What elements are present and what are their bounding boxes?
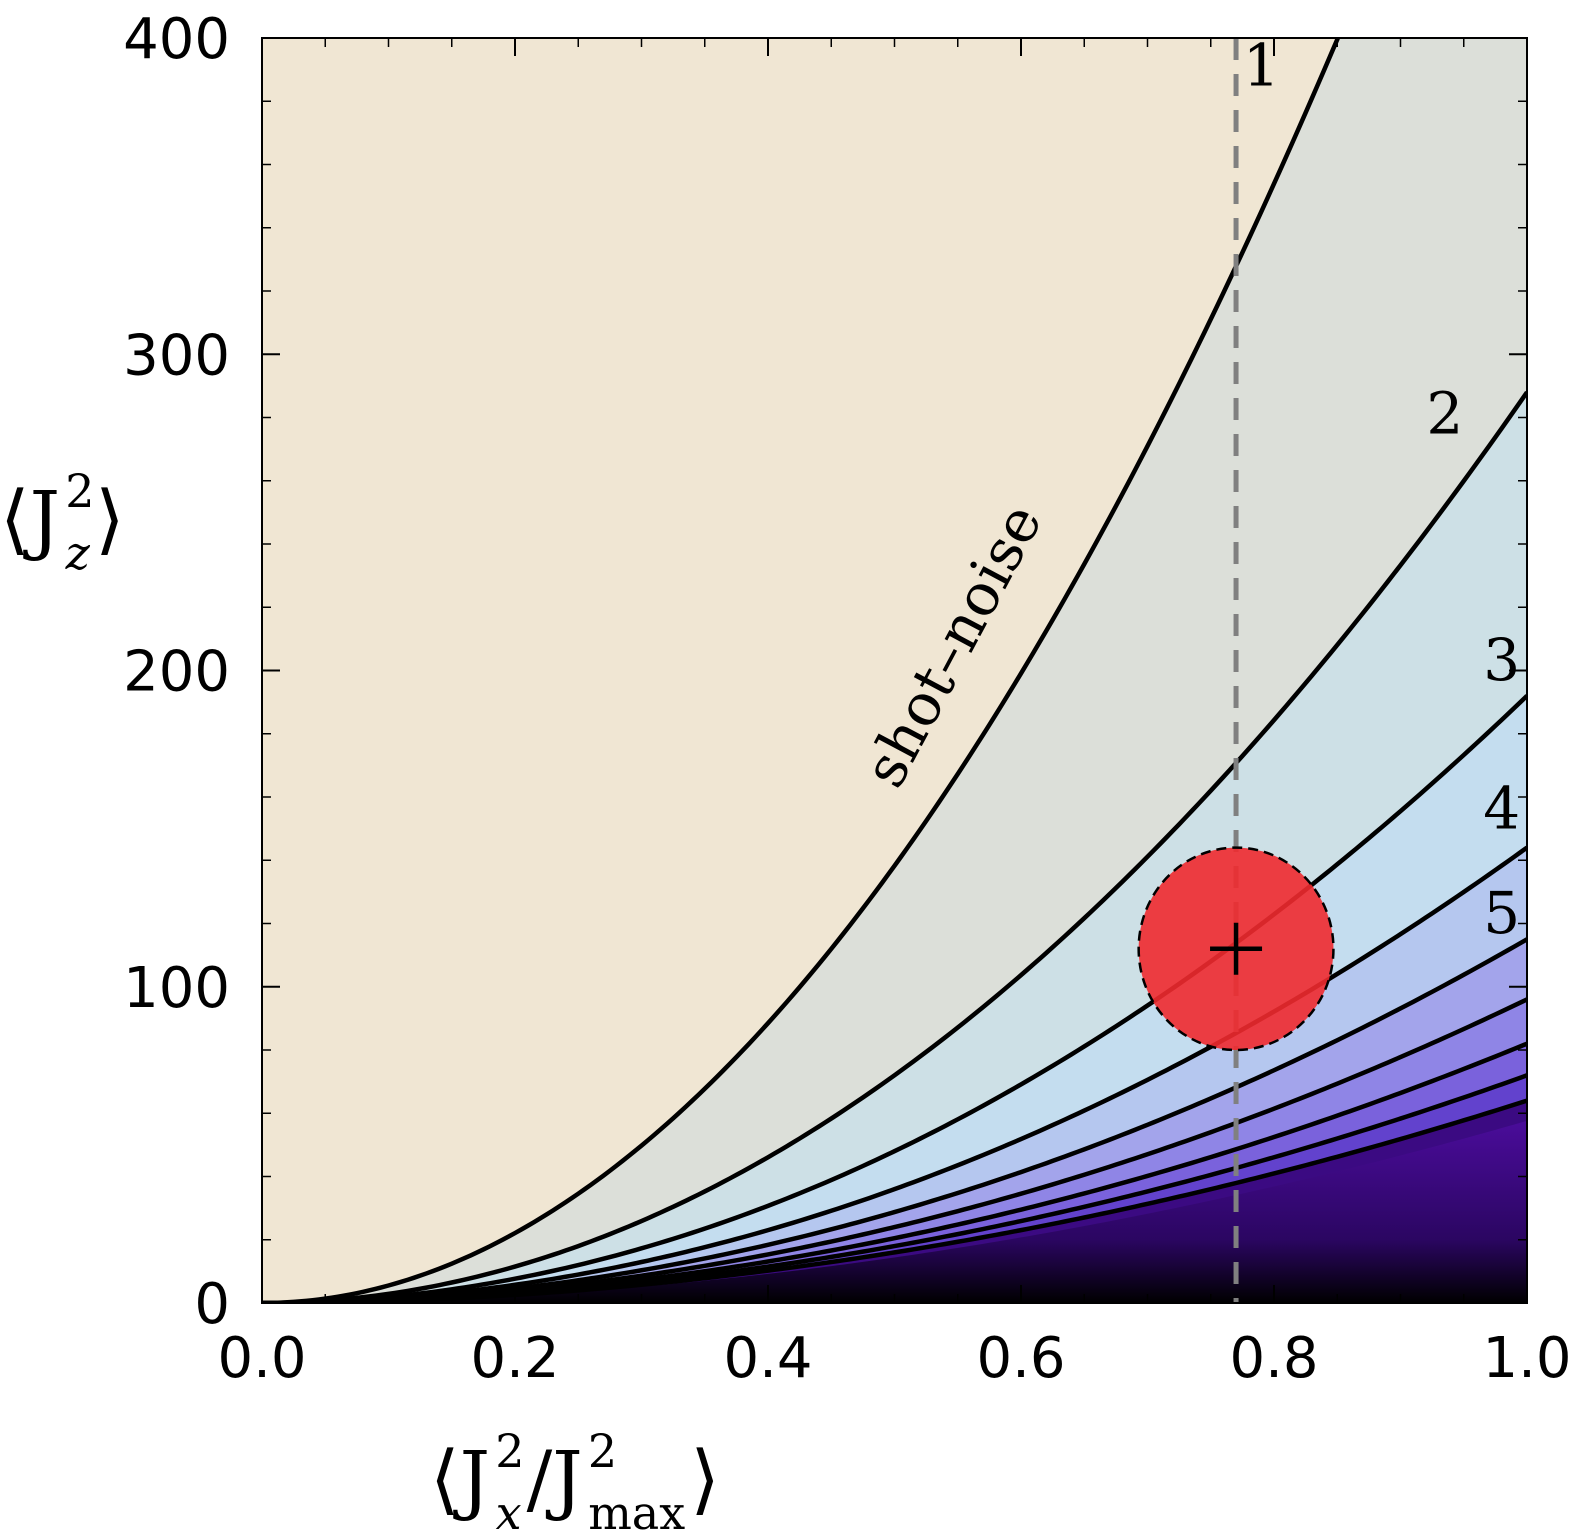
contour-label-1: 1 (1243, 31, 1280, 99)
x-tick-label: 0.2 (470, 1326, 559, 1391)
x-tick-label: 1.0 (1482, 1326, 1571, 1391)
contour-label-5: 5 (1483, 879, 1520, 947)
x-tick-label: 0.0 (217, 1326, 306, 1391)
x-axis-label: ⟨J 2 x /J 2 max ⟩ (430, 1424, 720, 1540)
plot-area (262, 38, 1527, 1303)
contour-line-9 (262, 1098, 1527, 1303)
deep-region (262, 1120, 1527, 1303)
axis-ticks: 0.0 0.2 0.4 0.6 0.8 1.0 0 100 200 300 400 (123, 7, 1571, 1391)
y-tick-label: 0 (194, 1272, 230, 1337)
x-tick-label: 0.4 (723, 1326, 812, 1391)
contour-line-2 (262, 390, 1527, 1303)
shot-noise-contour (262, 38, 1341, 1303)
y-axis-label: ⟨J 2 z ⟩ (0, 464, 125, 580)
y-tick-label: 100 (123, 956, 230, 1021)
contour-label-4: 4 (1483, 775, 1520, 843)
y-tick-label: 400 (123, 7, 230, 72)
y-tick-label: 200 (123, 640, 230, 705)
x-tick-label: 0.8 (1229, 1326, 1318, 1391)
contour-line-3 (262, 694, 1527, 1303)
x-tick-label: 0.6 (976, 1326, 1065, 1391)
contour-label-2: 2 (1426, 379, 1463, 447)
contour-label-3: 3 (1483, 626, 1520, 694)
y-tick-label: 300 (123, 323, 230, 388)
